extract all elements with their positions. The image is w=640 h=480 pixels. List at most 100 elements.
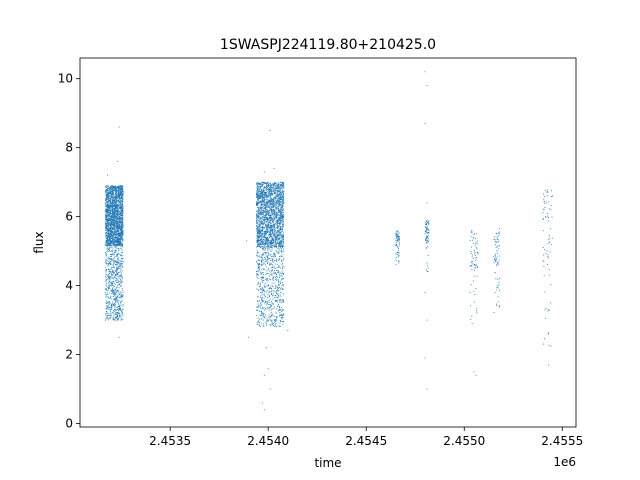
- data-point: [116, 242, 118, 244]
- data-point: [265, 182, 267, 184]
- data-point: [269, 232, 271, 233]
- data-point: [105, 234, 107, 235]
- data-point: [270, 194, 272, 196]
- data-point: [257, 322, 258, 324]
- data-point: [109, 272, 110, 274]
- data-point: [108, 201, 109, 203]
- data-point: [269, 189, 271, 191]
- data-point: [268, 215, 270, 217]
- data-point: [279, 220, 281, 222]
- data-point: [114, 310, 116, 312]
- data-point: [267, 306, 268, 308]
- data-point: [122, 189, 124, 191]
- data-point: [274, 228, 276, 230]
- data-point: [122, 214, 124, 216]
- data-point: [116, 276, 118, 278]
- data-point: [266, 202, 268, 204]
- data-point: [119, 259, 121, 261]
- data-point: [278, 284, 280, 286]
- data-point: [116, 281, 118, 283]
- data-point: [279, 229, 281, 231]
- data-point: [105, 202, 106, 204]
- data-point: [108, 264, 110, 266]
- data-point: [109, 196, 111, 198]
- data-point: [265, 241, 267, 243]
- data-point: [268, 308, 270, 310]
- data-point: [116, 212, 118, 214]
- data-point: [118, 237, 120, 239]
- data-point: [275, 292, 277, 293]
- data-point: [282, 230, 284, 232]
- data-point: [112, 241, 114, 243]
- data-point: [262, 196, 264, 198]
- data-point: [278, 239, 280, 241]
- data-point: [116, 224, 118, 225]
- data-point: [267, 319, 269, 321]
- data-point: [280, 221, 282, 223]
- data-point: [256, 202, 258, 204]
- data-point: [122, 292, 124, 294]
- data-point: [282, 214, 284, 216]
- data-point: [119, 304, 120, 306]
- data-point: [279, 272, 281, 274]
- data-point: [116, 191, 117, 193]
- data-point: [263, 289, 265, 291]
- data-point: [259, 208, 261, 210]
- data-point: [108, 282, 110, 284]
- data-point: [111, 253, 113, 255]
- data-point: [258, 278, 260, 280]
- data-point: [105, 223, 107, 224]
- data-point: [260, 282, 262, 284]
- data-point: [120, 280, 122, 282]
- data-point: [115, 194, 117, 195]
- data-point: [282, 222, 284, 224]
- data-point: [260, 218, 262, 220]
- data-point: [107, 224, 109, 226]
- data-point: [118, 189, 120, 191]
- data-point: [116, 196, 118, 198]
- data-point: [271, 293, 273, 295]
- data-point: [269, 219, 271, 221]
- data-point: [280, 246, 282, 248]
- data-point: [121, 294, 122, 295]
- data-point: [277, 225, 278, 226]
- data-point: [121, 296, 123, 297]
- data-point: [280, 185, 282, 187]
- data-point: [273, 294, 275, 296]
- data-point: [257, 227, 259, 228]
- data-point: [106, 218, 108, 220]
- data-point: [120, 263, 122, 265]
- data-point: [273, 308, 275, 310]
- data-point: [106, 214, 108, 216]
- data-point: [279, 191, 281, 193]
- data-point: [113, 227, 115, 229]
- data-point: [116, 238, 117, 240]
- data-point: [106, 248, 108, 250]
- data-point: [258, 187, 260, 188]
- data-point: [107, 238, 109, 240]
- data-point: [118, 248, 120, 250]
- data-point: [121, 209, 123, 211]
- data-point: [257, 239, 259, 241]
- data-point: [105, 203, 107, 205]
- data-point: [115, 227, 117, 229]
- data-point: [117, 205, 119, 207]
- data-point: [112, 216, 114, 218]
- data-point: [274, 270, 276, 271]
- data-point: [118, 239, 119, 240]
- data-point: [256, 250, 258, 252]
- data-point: [120, 197, 122, 199]
- data-point: [108, 227, 110, 229]
- data-point: [109, 238, 111, 240]
- data-point: [113, 241, 115, 243]
- data-point: [276, 194, 278, 196]
- data-point: [107, 278, 109, 280]
- data-point: [122, 234, 124, 236]
- data-point: [270, 256, 272, 258]
- data-point: [106, 228, 108, 230]
- data-point: [269, 222, 271, 224]
- data-point: [277, 287, 279, 289]
- data-point: [108, 233, 110, 235]
- data-point: [281, 250, 283, 252]
- data-point: [275, 190, 277, 192]
